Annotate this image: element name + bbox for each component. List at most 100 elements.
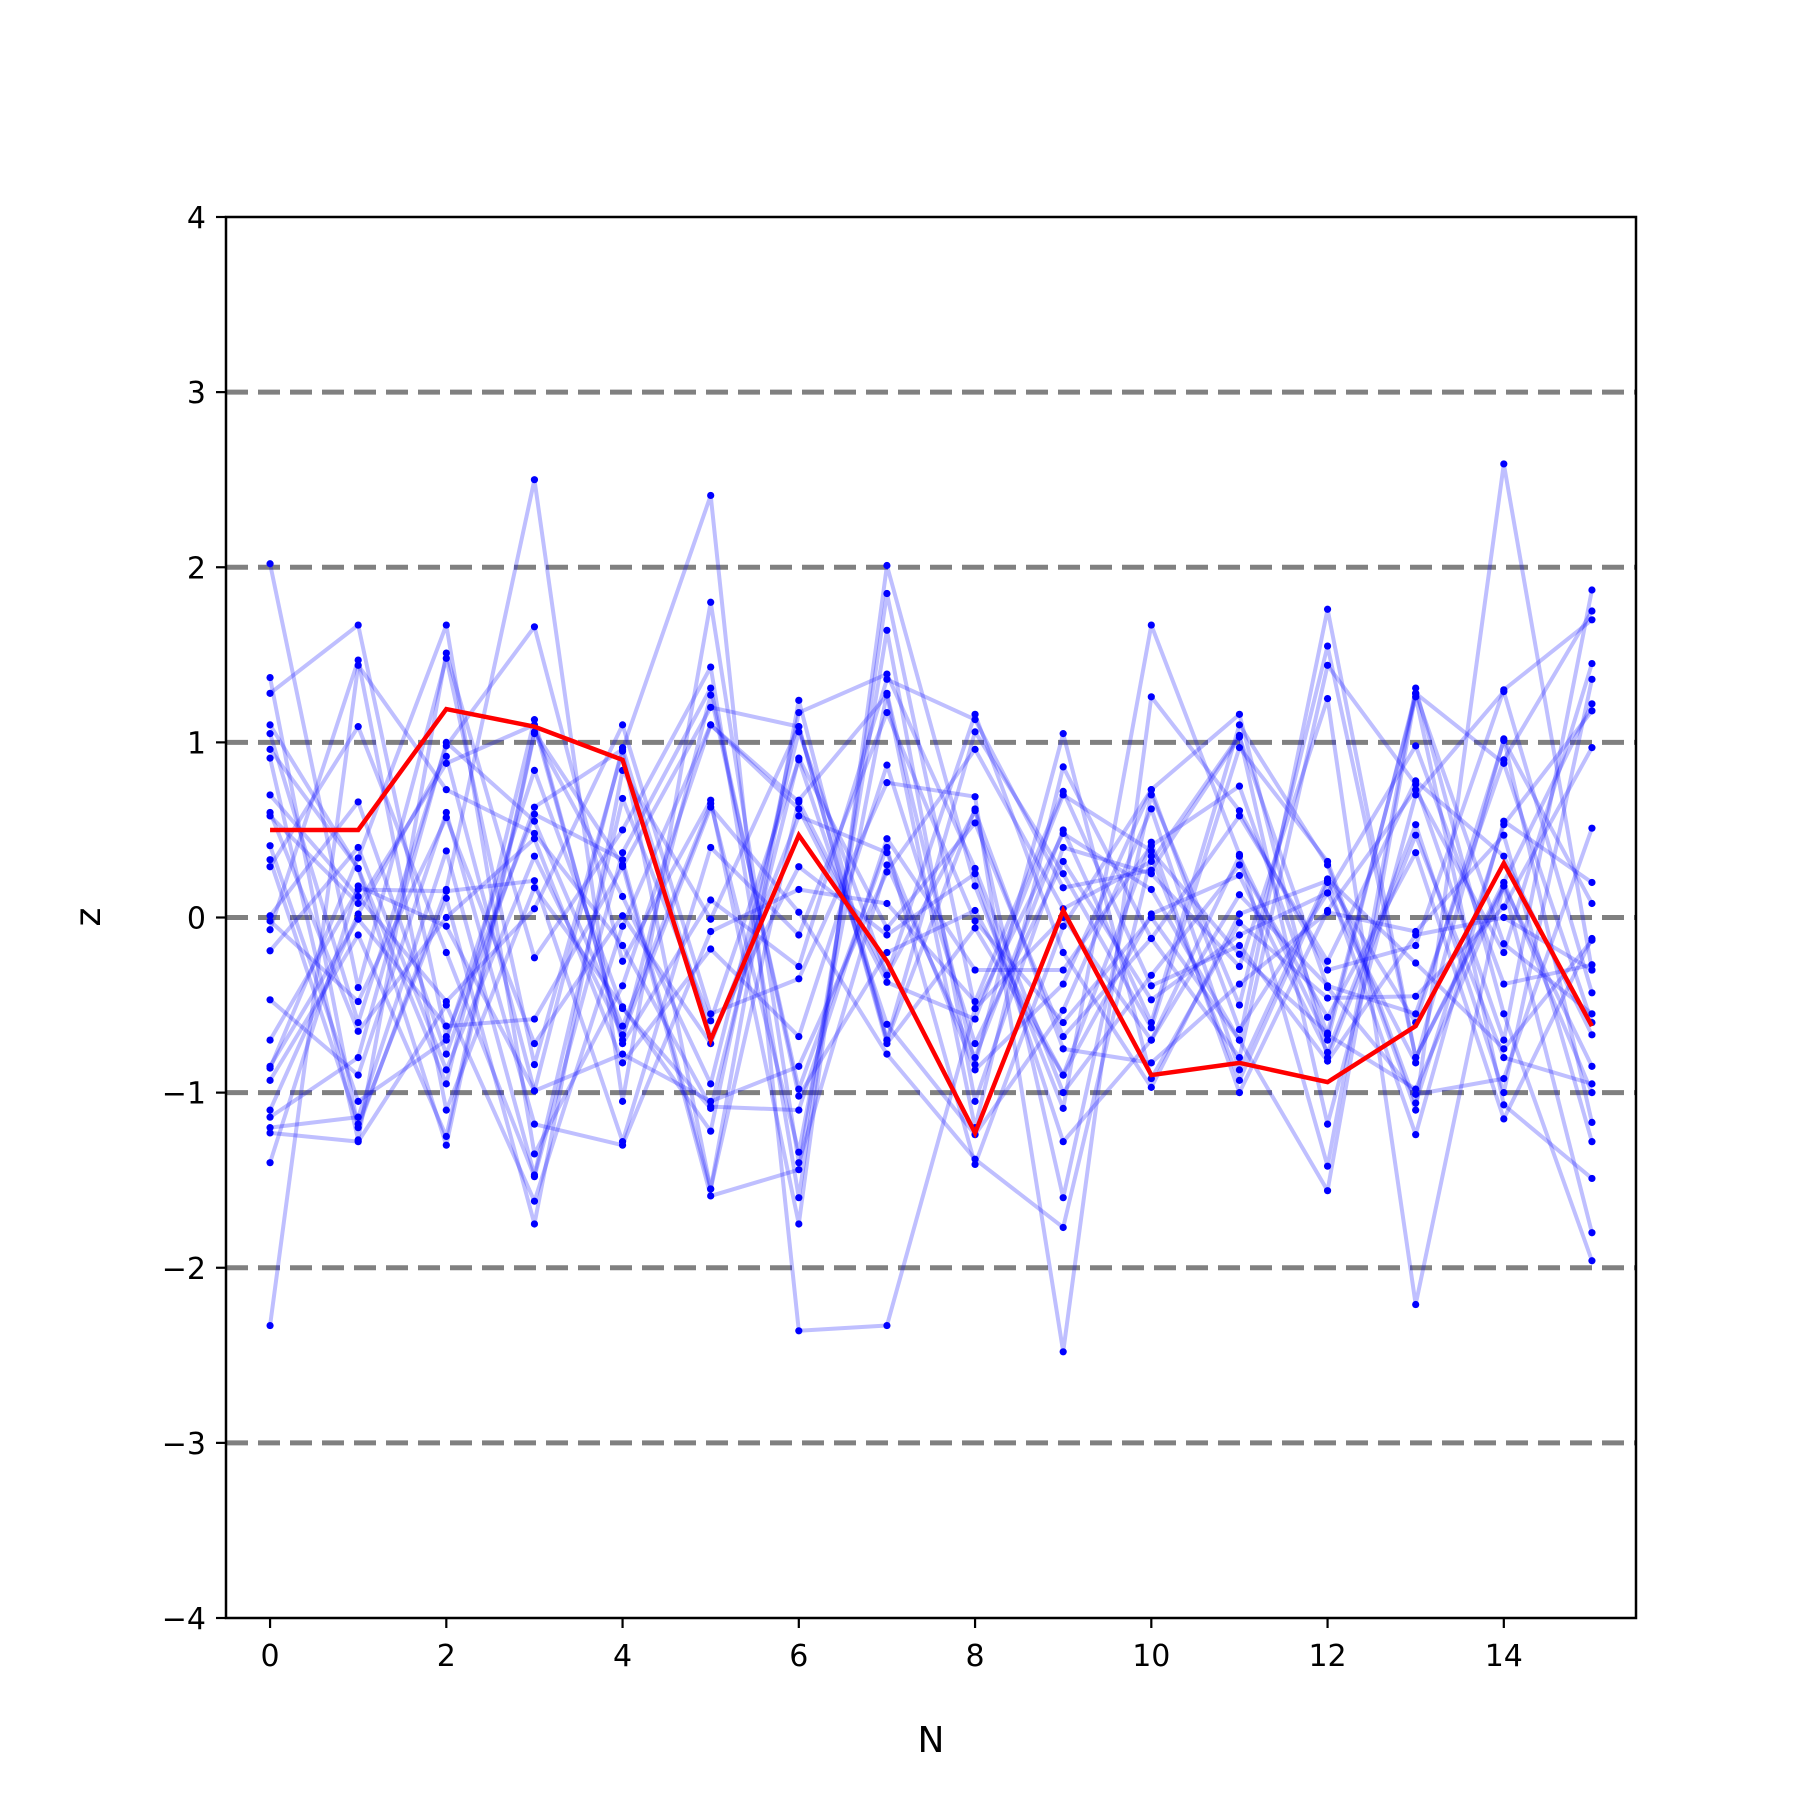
data-point — [971, 716, 979, 724]
data-point — [1059, 1138, 1067, 1146]
data-point — [1147, 866, 1155, 874]
data-point — [354, 915, 362, 923]
series-line — [268, 756, 1594, 1111]
data-point — [1323, 994, 1332, 1002]
data-point — [1147, 786, 1155, 794]
data-point — [1323, 957, 1332, 965]
data-point — [442, 808, 450, 817]
data-point — [1235, 721, 1244, 729]
data-point — [1147, 1018, 1155, 1027]
data-point — [1412, 1090, 1420, 1098]
data-point — [1235, 807, 1244, 815]
data-point — [1588, 961, 1596, 969]
data-point — [530, 1150, 539, 1158]
data-point — [1059, 948, 1067, 957]
data-point — [354, 931, 362, 939]
data-point — [530, 1061, 539, 1069]
data-point — [883, 779, 891, 787]
data-point — [266, 1106, 274, 1114]
data-point — [1235, 782, 1244, 790]
series-line — [268, 563, 1594, 1262]
data-point — [707, 1192, 715, 1200]
data-point — [354, 882, 362, 890]
data-point — [1588, 1080, 1596, 1088]
y-tick-label: 0 — [187, 902, 206, 937]
data-point — [1059, 870, 1067, 878]
data-point — [1147, 693, 1155, 701]
data-point — [971, 924, 979, 932]
data-point — [354, 1113, 362, 1121]
data-point — [530, 829, 539, 838]
x-tick-label: 10 — [1132, 1639, 1170, 1674]
data-point — [1500, 817, 1508, 825]
x-axis-label: N — [918, 1720, 945, 1761]
data-point — [1412, 1106, 1420, 1114]
data-point — [1147, 885, 1155, 894]
data-point — [354, 1027, 362, 1035]
data-point — [266, 689, 274, 697]
x-tick-label: 4 — [613, 1639, 632, 1674]
data-point — [618, 1050, 627, 1058]
x-axis: 0 2 4 6 8 10 12 14 — [261, 1618, 1523, 1674]
data-point — [530, 623, 539, 631]
data-point — [354, 723, 362, 731]
data-point — [795, 1106, 803, 1114]
data-point — [971, 966, 979, 974]
data-point — [530, 803, 539, 811]
data-point — [707, 1127, 715, 1135]
data-point — [442, 1001, 450, 1009]
data-point — [707, 691, 715, 699]
data-point — [1235, 931, 1244, 939]
data-point — [442, 759, 450, 767]
data-point — [795, 1220, 803, 1228]
data-point — [971, 710, 979, 718]
data-point — [1147, 847, 1155, 855]
data-point — [1323, 1031, 1332, 1039]
data-point — [1235, 744, 1244, 752]
data-point — [354, 1097, 362, 1105]
data-point — [1412, 1054, 1420, 1062]
data-point — [707, 915, 715, 923]
data-point — [1323, 1057, 1332, 1065]
data-point — [971, 1061, 979, 1069]
series-line — [269, 694, 1594, 1204]
data-point — [883, 626, 891, 634]
series-line — [269, 757, 1594, 1177]
data-point — [1323, 1120, 1332, 1128]
data-point — [883, 689, 891, 697]
reference-lines — [226, 389, 1636, 1446]
data-point — [266, 842, 274, 850]
data-point — [883, 1020, 891, 1028]
data-point — [795, 1159, 803, 1167]
data-point — [618, 982, 627, 990]
data-point — [618, 863, 627, 871]
series-line — [268, 610, 1594, 1164]
data-point — [1235, 852, 1244, 860]
data-point — [1147, 857, 1155, 866]
data-point — [795, 1085, 803, 1093]
data-point — [1147, 934, 1155, 943]
data-point — [1147, 1036, 1155, 1044]
data-point — [618, 1097, 627, 1105]
data-point — [530, 1087, 539, 1095]
data-point — [1588, 1229, 1596, 1237]
data-point — [1500, 831, 1508, 839]
data-point — [883, 868, 891, 876]
data-point — [1235, 861, 1244, 869]
data-point — [1235, 871, 1244, 880]
data-point — [883, 849, 891, 857]
data-point — [1235, 1036, 1244, 1044]
data-point — [1588, 878, 1596, 887]
data-point — [883, 931, 891, 939]
data-point — [354, 892, 362, 901]
series-line — [268, 689, 1594, 1127]
data-point — [618, 856, 627, 864]
data-point — [1588, 675, 1596, 683]
data-point — [1235, 919, 1244, 927]
data-point — [530, 877, 539, 885]
data-point — [1500, 852, 1508, 860]
data-point — [1235, 1076, 1244, 1084]
data-point — [618, 1004, 627, 1013]
y-tick-label: −4 — [162, 1602, 206, 1637]
data-point — [1588, 700, 1596, 708]
